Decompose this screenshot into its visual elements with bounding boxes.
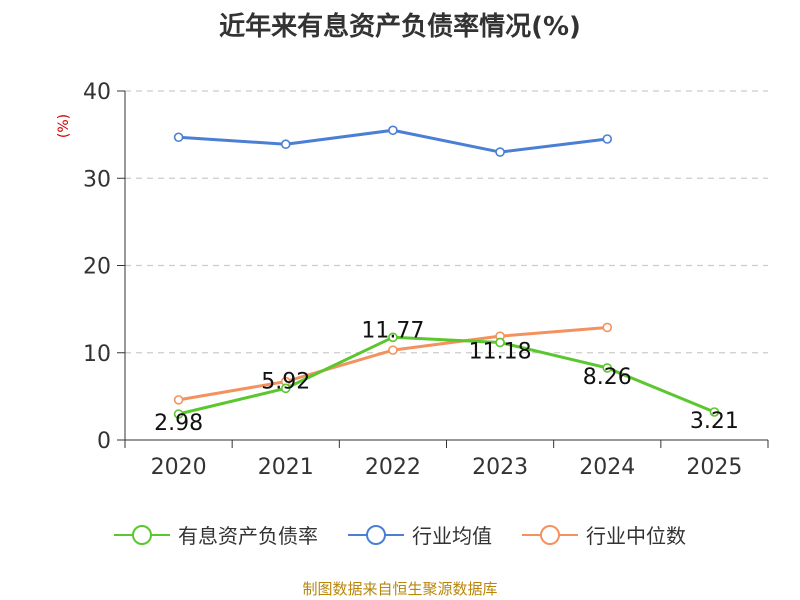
data-point xyxy=(280,383,291,394)
data-point xyxy=(388,332,398,343)
chart-title: 近年来有息资产负债率情况(%) xyxy=(219,12,581,42)
data-point xyxy=(388,125,398,136)
axis-layer: 0 10 20 30 40 2020 2021 2022 2023 2024 2025 xyxy=(83,80,769,480)
y-tick-label: 10 xyxy=(83,342,111,367)
data-point xyxy=(602,134,613,144)
data-point xyxy=(173,132,184,143)
data-point xyxy=(602,363,613,373)
x-tick-label: 2024 xyxy=(579,455,635,480)
x-tick-label: 2025 xyxy=(686,455,742,480)
y-tick-label: 30 xyxy=(83,167,111,192)
legend-line-marker-icon xyxy=(348,524,404,545)
y-tick-label: 40 xyxy=(83,80,111,105)
legend-item-industry-median[interactable]: 行业中位数 xyxy=(522,520,686,549)
x-tick-label: 2022 xyxy=(365,455,421,480)
series-line xyxy=(178,335,715,416)
data-label: 11.77 xyxy=(361,318,424,343)
grid-layer xyxy=(125,90,768,354)
legend-line-marker-icon xyxy=(114,524,170,545)
legend-label: 行业均值 xyxy=(412,524,492,548)
data-point xyxy=(388,345,398,355)
data-point xyxy=(173,395,184,405)
x-tick-label: 2023 xyxy=(472,455,528,480)
label-layer: 2.98 5.92 11.77 11.18 8.26 3.21 xyxy=(154,318,739,436)
y-tick-label: 0 xyxy=(97,429,111,454)
data-point xyxy=(495,147,505,157)
series-layer xyxy=(173,125,720,419)
data-point xyxy=(602,322,613,333)
legend: 有息资产负债率 行业均值 行业中位数 xyxy=(0,520,800,549)
y-tick-label: 20 xyxy=(83,255,111,280)
data-point xyxy=(495,337,505,348)
x-tick-label: 2021 xyxy=(258,455,314,480)
legend-label: 行业中位数 xyxy=(586,524,686,548)
data-label: 3.21 xyxy=(690,409,739,434)
legend-line-marker-icon xyxy=(522,524,578,545)
legend-item-interest-debt-ratio[interactable]: 有息资产负债率 xyxy=(114,520,318,549)
legend-item-industry-mean[interactable]: 行业均值 xyxy=(348,520,492,549)
data-point xyxy=(173,409,184,419)
data-label: 11.18 xyxy=(469,339,532,364)
x-tick-label: 2020 xyxy=(151,455,207,480)
data-point xyxy=(280,139,291,150)
data-point xyxy=(709,407,720,417)
y-axis-unit-label: (%) xyxy=(56,114,72,138)
data-label: 5.92 xyxy=(261,369,310,394)
data-label: 2.98 xyxy=(154,411,203,436)
data-label: 8.26 xyxy=(583,365,632,390)
legend-label: 有息资产负债率 xyxy=(178,524,318,548)
source-note: 制图数据来自恒生聚源数据库 xyxy=(302,580,498,598)
